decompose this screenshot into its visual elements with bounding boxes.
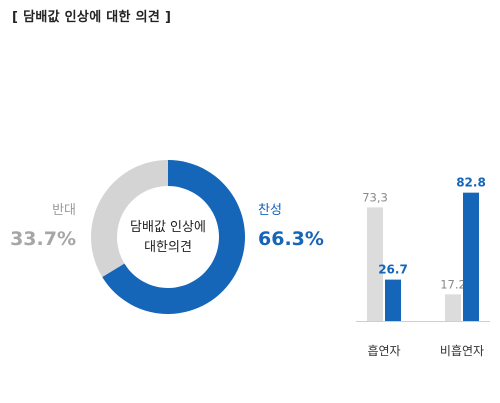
oppose-label: 반대 xyxy=(52,203,76,218)
bar-value-label: 82.8 xyxy=(456,176,486,190)
support-label: 찬성 xyxy=(258,203,282,218)
bar-chart: 73,3 26.7 흡연자 17.2 82.8 비흡연자 xyxy=(356,176,490,358)
oppose-value-label: 33.7% xyxy=(10,228,76,250)
donut-slice-support xyxy=(102,160,245,314)
support-value-label: 66.3% xyxy=(258,228,324,250)
donut-center-label: 담배값 인상에 xyxy=(130,220,206,235)
bar-value-label: 73,3 xyxy=(362,190,388,204)
page-title: [ 담배값 인상에 대한 의견 ] xyxy=(12,10,172,25)
bar-nonsmoker-oppose xyxy=(463,192,479,321)
bar-category-label: 비흡연자 xyxy=(440,344,484,358)
bar-smoker-oppose xyxy=(385,279,401,321)
bar-smoker-support xyxy=(367,207,383,321)
donut-slice-oppose xyxy=(90,160,168,278)
bar-category-label: 흡연자 xyxy=(367,344,400,358)
bar-value-label: 26.7 xyxy=(378,263,408,277)
bar-value-label: 17.2 xyxy=(440,277,466,291)
bar-nonsmoker-support xyxy=(445,294,461,321)
donut-center-label: 대한의견 xyxy=(144,240,192,255)
